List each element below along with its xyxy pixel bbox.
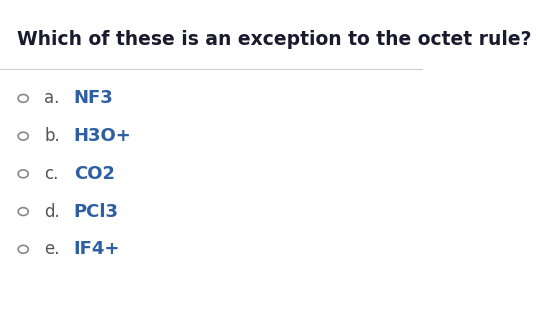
Text: H3O+: H3O+ bbox=[74, 127, 132, 145]
Text: e.: e. bbox=[45, 240, 60, 258]
Text: PCl3: PCl3 bbox=[74, 203, 119, 220]
Text: CO2: CO2 bbox=[74, 165, 115, 183]
Text: a.: a. bbox=[45, 90, 60, 107]
Text: c.: c. bbox=[45, 165, 59, 183]
Text: IF4+: IF4+ bbox=[74, 240, 120, 258]
Text: NF3: NF3 bbox=[74, 90, 114, 107]
Text: b.: b. bbox=[45, 127, 60, 145]
Text: d.: d. bbox=[45, 203, 60, 220]
Text: Which of these is an exception to the octet rule?: Which of these is an exception to the oc… bbox=[17, 30, 532, 49]
